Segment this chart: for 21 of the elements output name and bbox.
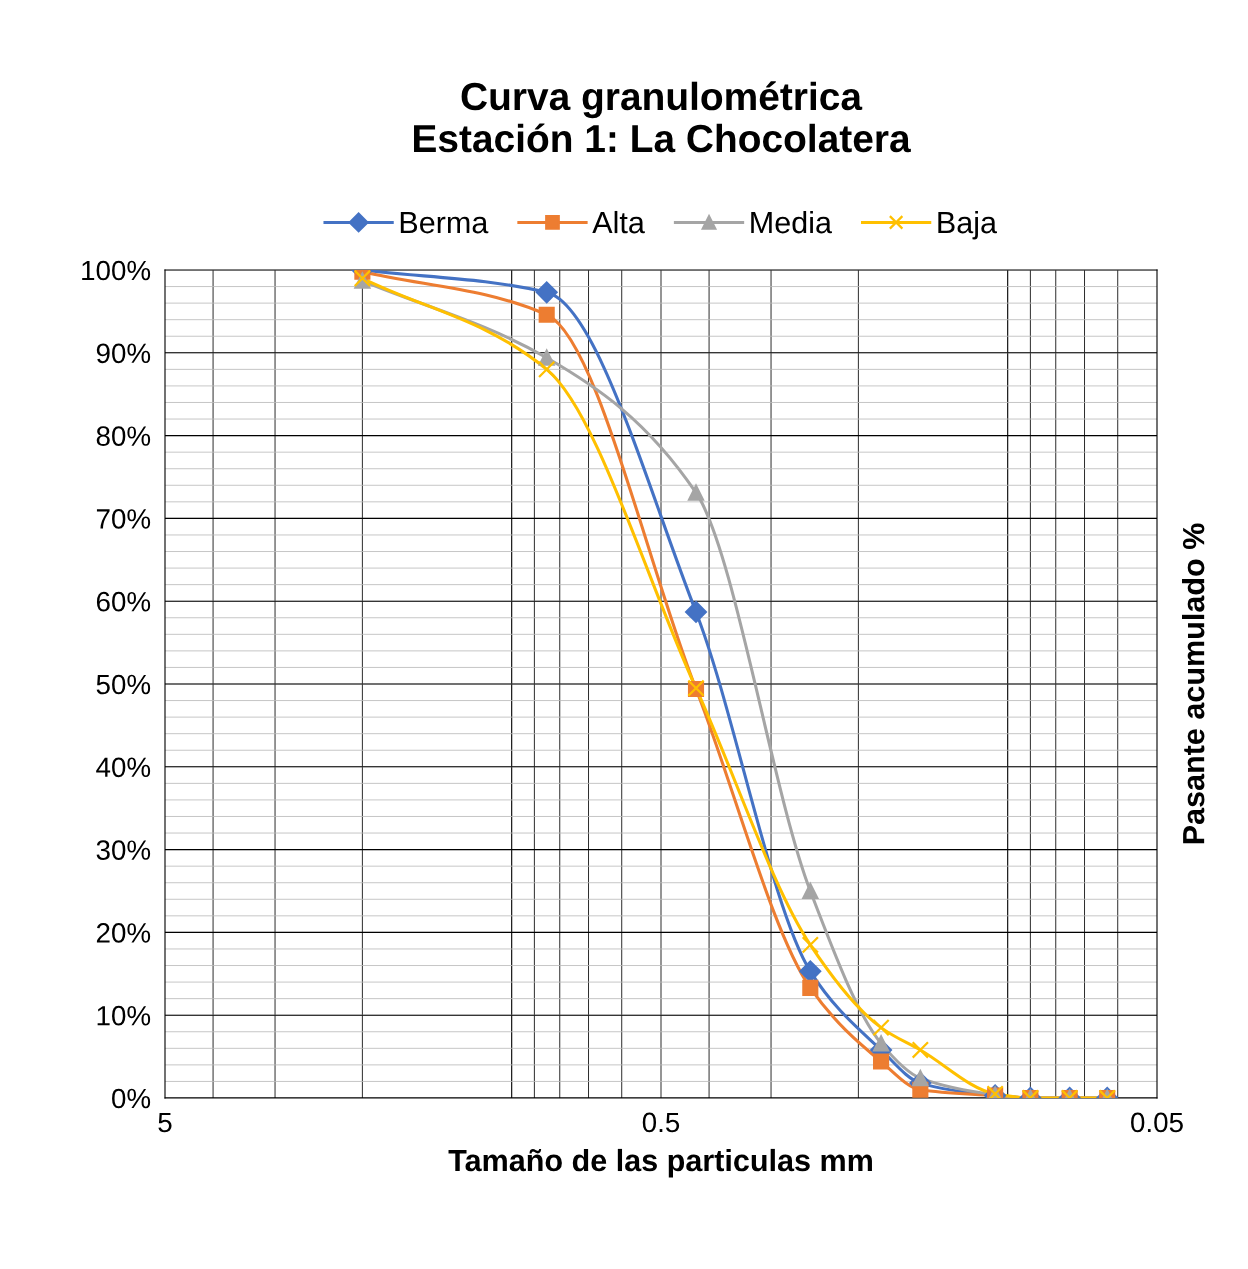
y-tick-label: 0%	[112, 1088, 151, 1109]
legend-label: Baja	[938, 210, 998, 240]
y-tick-label: 50%	[96, 674, 151, 695]
legend-label: Media	[751, 210, 832, 234]
y-tick-label: 40%	[96, 757, 151, 778]
y-tick-label: 90%	[96, 343, 151, 364]
legend-label: Alta	[592, 210, 645, 234]
legend-label: Berma	[400, 212, 489, 234]
x-tick-label: 0.5	[642, 1112, 680, 1133]
y-tick-label: 60%	[96, 591, 151, 612]
chart-title: Curva granulométrica Estación 1: La Chocolatera	[414, 81, 911, 153]
y-tick-label: 70%	[96, 509, 151, 529]
y-tick-label: 20%	[96, 923, 151, 943]
x-axis-title: Tamaño de las particulas mm	[448, 1148, 872, 1178]
y-tick-label: 30%	[96, 840, 151, 860]
y-tick-label: 10%	[97, 1005, 151, 1026]
y-axis-title: Pasante acumulado %	[1182, 523, 1205, 844]
y-tick-label: 80%	[96, 426, 151, 446]
y-tick-label: 100%	[82, 260, 151, 281]
x-tick-label: 0.05	[1131, 1112, 1183, 1133]
x-tick-label: 5	[158, 1112, 172, 1133]
